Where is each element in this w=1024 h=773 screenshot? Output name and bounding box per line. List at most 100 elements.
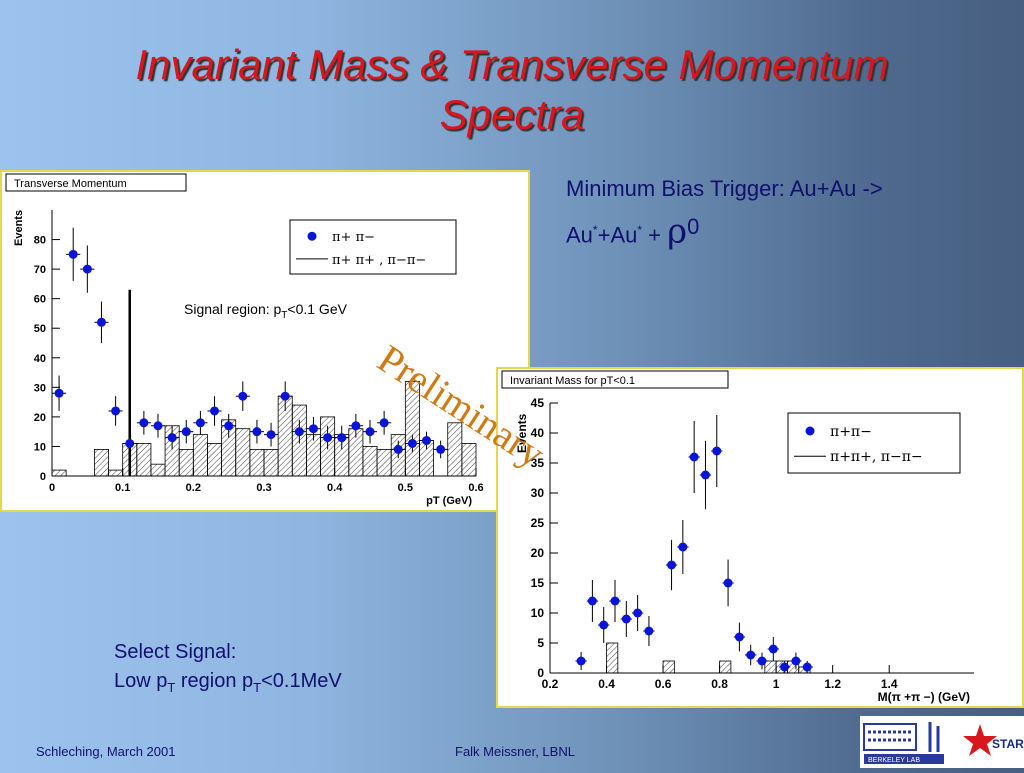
histogram-bin bbox=[94, 448, 109, 477]
x-axis-label: M(π +π −) (GeV) bbox=[878, 690, 970, 704]
x-tick-label: 0.3 bbox=[256, 482, 271, 494]
histogram-bin bbox=[150, 463, 166, 477]
y-tick-label: 15 bbox=[531, 576, 545, 590]
data-point bbox=[610, 596, 620, 606]
histogram-bin bbox=[178, 448, 194, 477]
x-tick-label: 0.4 bbox=[327, 482, 343, 494]
x-tick-label: 1.4 bbox=[881, 677, 898, 691]
data-point bbox=[210, 406, 220, 416]
histogram-bin bbox=[249, 448, 265, 477]
x-tick-label: 0.2 bbox=[542, 677, 559, 691]
y-tick-label: 35 bbox=[531, 456, 545, 470]
x-tick-label: 0.5 bbox=[398, 482, 413, 494]
data-point bbox=[294, 427, 304, 437]
y-tick-label: 0 bbox=[40, 471, 46, 483]
chart-title-box bbox=[5, 173, 187, 192]
data-point bbox=[111, 406, 121, 416]
data-point bbox=[351, 421, 361, 431]
data-point bbox=[746, 650, 756, 660]
y-tick-label: 30 bbox=[531, 486, 545, 500]
data-point bbox=[802, 662, 812, 672]
data-point bbox=[323, 433, 333, 443]
y-tick-label: 40 bbox=[34, 353, 46, 365]
trigger-description: Minimum Bias Trigger: Au+Au -> Au*+Au* +… bbox=[566, 170, 883, 254]
legend-entry-2: π+π+, π−π− bbox=[830, 449, 923, 465]
annotation-end: <0.1 GeV bbox=[287, 301, 347, 317]
data-point bbox=[644, 626, 654, 636]
legend-entry-1: π+ π− bbox=[332, 230, 375, 245]
x-tick-label: 0 bbox=[49, 482, 55, 494]
y-tick-label: 40 bbox=[531, 426, 545, 440]
data-point bbox=[723, 578, 733, 588]
data-point bbox=[689, 452, 699, 462]
data-point bbox=[167, 433, 177, 443]
rho-symbol: ρ bbox=[667, 211, 688, 252]
transverse-momentum-panel: Transverse Momentum 0 0.1 0.2 0.3 0.4 0.5 0.6 0 1… bbox=[0, 170, 530, 512]
data-point bbox=[599, 620, 609, 630]
x-tick-label: 0.6 bbox=[468, 482, 483, 494]
histogram-bin bbox=[362, 446, 378, 477]
data-point bbox=[181, 427, 191, 437]
data-point bbox=[224, 421, 234, 431]
logo-graphics: BERKELEY LAB STAR bbox=[863, 722, 1024, 764]
histogram-bin bbox=[108, 469, 124, 477]
title-line-1: Invariant Mass & Transverse Momentum bbox=[135, 41, 889, 88]
transverse-momentum-chart: Transverse Momentum 0 0.1 0.2 0.3 0.4 0.5 0.6 0 1… bbox=[5, 173, 484, 507]
data-point bbox=[678, 542, 688, 552]
legend-box bbox=[787, 412, 961, 474]
histogram-bin bbox=[719, 660, 732, 674]
y-tick-label: 25 bbox=[531, 516, 545, 530]
x-tick-label: 0.1 bbox=[115, 482, 130, 494]
rho-superscript: 0 bbox=[687, 214, 700, 239]
select-region-p: region p bbox=[175, 670, 254, 692]
data-point bbox=[757, 656, 767, 666]
histogram-bin bbox=[305, 434, 321, 477]
x-tick-label: 1 bbox=[773, 677, 780, 691]
select-cut: <0.1MeV bbox=[261, 670, 342, 692]
trigger-au-2: +Au bbox=[597, 222, 638, 248]
x-tick-label: 0.2 bbox=[186, 482, 201, 494]
x-tick-label: 0.8 bbox=[711, 677, 728, 691]
data-point bbox=[139, 418, 149, 428]
chart-title: Transverse Momentum bbox=[14, 178, 127, 190]
data-point bbox=[238, 391, 248, 401]
y-tick-label: 50 bbox=[34, 323, 46, 335]
trigger-au-1: Au bbox=[566, 222, 593, 248]
histogram-bin bbox=[447, 422, 463, 477]
data-point bbox=[633, 608, 643, 618]
logos: BERKELEY LAB STAR bbox=[860, 716, 1024, 768]
histogram-bin bbox=[662, 660, 675, 674]
legend-marker bbox=[307, 231, 317, 241]
x-tick-label: 1.2 bbox=[824, 677, 841, 691]
histogram-bin bbox=[207, 443, 222, 477]
data-point bbox=[393, 444, 403, 454]
y-tick-label: 45 bbox=[531, 396, 545, 410]
histogram-bin bbox=[764, 660, 777, 674]
star-text: STAR bbox=[992, 737, 1024, 751]
data-point bbox=[96, 317, 106, 327]
y-tick-label: 70 bbox=[34, 264, 46, 276]
histogram-bin bbox=[461, 443, 477, 477]
y-tick-label: 10 bbox=[531, 606, 545, 620]
data-point bbox=[308, 424, 318, 434]
data-point bbox=[337, 433, 347, 443]
y-tick-label: 80 bbox=[34, 235, 46, 247]
data-point bbox=[365, 427, 375, 437]
data-point bbox=[153, 421, 163, 431]
signal-region-annotation: Signal region: pT<0.1 GeV bbox=[184, 301, 348, 321]
histogram-bin bbox=[404, 381, 420, 477]
x-axis-label: pT (GeV) bbox=[426, 495, 472, 507]
title-line-2: Spectra bbox=[439, 91, 585, 138]
trigger-star-1: * bbox=[592, 223, 598, 237]
data-point bbox=[667, 560, 677, 570]
star-logo: STAR bbox=[963, 724, 1024, 756]
data-point bbox=[68, 249, 78, 259]
data-point bbox=[252, 427, 262, 437]
berkeley-lab-logo: BERKELEY LAB bbox=[863, 722, 944, 764]
select-low-p: Low p bbox=[114, 670, 168, 692]
histogram-bin bbox=[376, 448, 392, 477]
select-sub-t-2: T bbox=[253, 680, 262, 695]
data-point bbox=[54, 388, 64, 398]
data-point bbox=[125, 438, 135, 448]
data-point bbox=[621, 614, 631, 624]
